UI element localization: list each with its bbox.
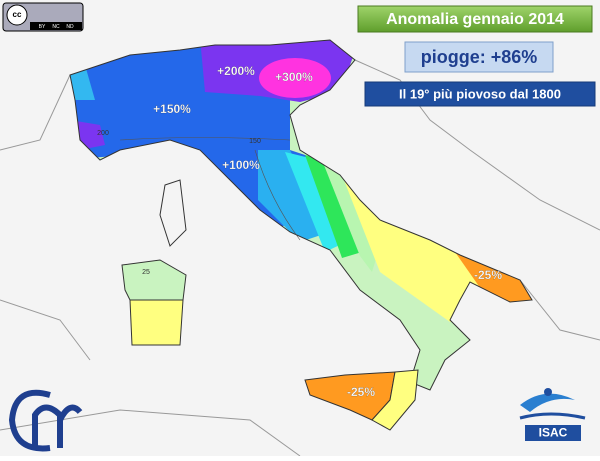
coastline	[0, 59, 600, 457]
isac-logo: ISAC	[519, 388, 586, 441]
zone	[285, 152, 346, 252]
note-box	[364, 81, 596, 107]
title-box	[357, 5, 593, 33]
license-term: ND	[66, 24, 74, 30]
zone	[320, 155, 382, 272]
title: Anomalia gennaio 2014	[386, 11, 564, 28]
map-label: -25%	[474, 268, 502, 282]
map-label: +200%	[217, 64, 255, 78]
zone	[305, 155, 362, 258]
license: cc	[13, 10, 22, 19]
sicily	[371, 369, 419, 431]
italy-coast	[69, 39, 533, 391]
contour	[119, 137, 301, 241]
contour-label: 200	[97, 130, 109, 137]
zone	[70, 65, 95, 100]
license-term: NC	[52, 24, 60, 30]
map-label: +100%	[222, 158, 260, 172]
license-term: BY	[39, 24, 46, 30]
headline-box	[404, 41, 554, 73]
institute: ISAC	[539, 426, 568, 440]
map-label: +150%	[153, 102, 191, 116]
map-label: +300%	[275, 70, 313, 84]
note: Il 19° più piovoso dal 1800	[399, 86, 561, 101]
zone	[455, 252, 532, 312]
headline: piogge: +86%	[421, 47, 538, 67]
contour-label: 25	[142, 269, 150, 276]
license-bar	[30, 22, 82, 30]
zone	[259, 58, 331, 98]
sardinia	[129, 299, 184, 346]
license-icon	[6, 4, 28, 26]
contour-label: 150	[249, 138, 261, 145]
corsica	[159, 179, 187, 247]
map-label: -25%	[347, 385, 375, 399]
cnr-logo	[8, 389, 83, 452]
